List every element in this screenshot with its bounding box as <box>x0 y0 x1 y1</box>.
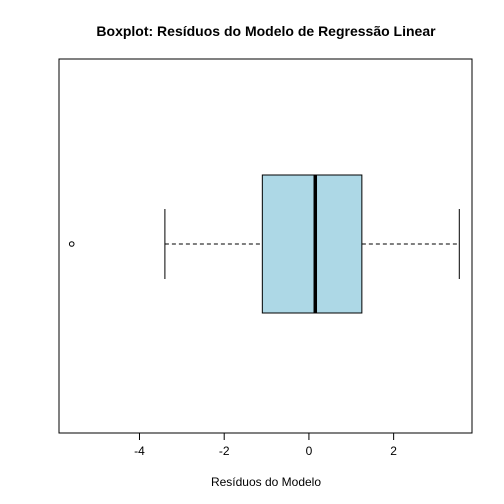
outlier-point <box>68 241 75 247</box>
marks-layer <box>68 174 460 314</box>
x-axis-label: Resíduos do Modelo <box>211 475 321 489</box>
x-axis: -4 -2 0 2 <box>134 432 397 458</box>
x-tick-label: 0 <box>306 444 313 458</box>
x-tick-label: 2 <box>390 444 397 458</box>
interquartile-box <box>261 174 363 314</box>
x-tick-label: -4 <box>134 444 145 458</box>
x-tick-label: -2 <box>219 444 230 458</box>
chart-title: Boxplot: Resíduos do Modelo de Regressão… <box>96 23 436 39</box>
